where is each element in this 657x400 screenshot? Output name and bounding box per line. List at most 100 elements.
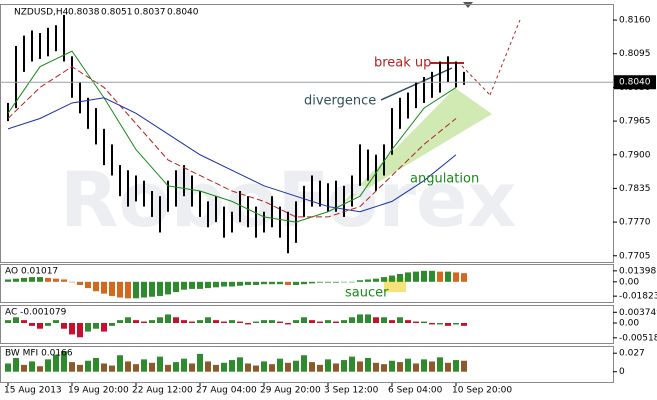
symbol: NZDUSD,H4: [14, 8, 69, 18]
histogram-bar: [141, 281, 147, 298]
x-tick-label: 3 Sep 12:00: [324, 386, 379, 396]
x-tick-label: 6 Sep 04:00: [388, 386, 443, 396]
histogram-bar: [93, 358, 99, 372]
histogram-bar: [157, 356, 163, 372]
histogram-bar: [293, 281, 299, 285]
histogram-bar: [253, 321, 259, 323]
histogram-bar: [165, 364, 171, 372]
histogram-bar: [309, 362, 315, 372]
histogram-bar: [213, 281, 219, 288]
histogram-bar: [237, 281, 243, 286]
histogram-bar: [389, 320, 395, 323]
histogram-bar: [437, 271, 443, 282]
histogram-bar: [309, 281, 315, 284]
histogram-bar: [429, 270, 435, 282]
histogram-bar: [101, 281, 107, 294]
histogram-bar: [277, 358, 283, 372]
histogram-bar: [357, 314, 363, 323]
histogram-bar: [45, 323, 51, 326]
histogram-bar: [85, 323, 91, 332]
x-tick-label: 19 Aug 20:00: [68, 386, 129, 396]
histogram-bar: [453, 323, 459, 325]
annotation: angulation: [410, 172, 479, 187]
last-price-box: [614, 75, 656, 90]
y-tick-label: -0.01823: [619, 292, 657, 302]
histogram-bar: [149, 320, 155, 323]
histogram-bar: [261, 281, 267, 285]
histogram-bar: [397, 317, 403, 323]
histogram-bar: [389, 275, 395, 282]
histogram-bar: [245, 281, 251, 285]
histogram-bar: [333, 363, 339, 372]
ohlc-value: 0.8040: [167, 8, 199, 18]
histogram-bar: [189, 363, 195, 372]
histogram-bar: [53, 278, 59, 282]
histogram-bar: [389, 360, 395, 372]
histogram-bar: [165, 314, 171, 323]
annotation: divergence: [304, 94, 376, 109]
annotation: break up: [374, 56, 431, 71]
y-tick-label: 0: [619, 367, 625, 377]
histogram-bar: [5, 363, 11, 372]
histogram-bar: [157, 317, 163, 323]
histogram-bar: [269, 281, 275, 285]
histogram-bar: [85, 360, 91, 372]
histogram-bar: [253, 365, 259, 372]
histogram-bar: [61, 279, 67, 282]
histogram-bar: [381, 317, 387, 323]
histogram-bar: [133, 320, 139, 323]
histogram-bar: [13, 358, 19, 372]
y-tick-label: 0.00: [619, 319, 639, 329]
histogram-bar: [413, 363, 419, 372]
histogram-bar: [29, 361, 35, 372]
histogram-bar: [117, 320, 123, 323]
histogram-bar: [429, 323, 435, 325]
histogram-bar: [149, 281, 155, 297]
indicator-title: AC -0.001079: [5, 308, 67, 318]
histogram-bar: [453, 360, 459, 372]
histogram-bar: [93, 281, 99, 292]
histogram-bar: [45, 277, 51, 282]
histogram-bar: [117, 355, 123, 372]
histogram-bar: [349, 317, 355, 323]
histogram-bar: [317, 281, 323, 283]
histogram-bar: [341, 281, 347, 283]
panel-frame: [0, 305, 614, 344]
angulation-zone: [340, 88, 492, 205]
histogram-bar: [301, 317, 307, 323]
x-tick-label: 22 Aug 12:00: [132, 386, 193, 396]
ohlc-value: 0.8037: [134, 8, 166, 18]
x-tick-label: 15 Aug 2013: [4, 386, 62, 396]
histogram-bar: [437, 357, 443, 372]
histogram-bar: [365, 358, 371, 372]
histogram-bar: [141, 359, 147, 372]
histogram-bar: [293, 360, 299, 372]
histogram-bar: [13, 278, 19, 282]
histogram-bar: [213, 320, 219, 323]
histogram-bar: [365, 279, 371, 282]
histogram-bar: [333, 281, 339, 283]
histogram-bar: [253, 281, 259, 285]
histogram-bar: [93, 323, 99, 329]
histogram-bar: [69, 281, 75, 283]
histogram-bar: [189, 281, 195, 289]
histogram-bar: [205, 281, 211, 289]
y-tick-label: 0.003749: [619, 308, 657, 318]
histogram-bar: [205, 361, 211, 372]
panel-frame: [0, 264, 614, 303]
moving-average: [7, 50, 457, 223]
histogram-bar: [461, 323, 467, 326]
histogram-bar: [21, 320, 27, 323]
histogram-bar: [13, 317, 19, 323]
histogram-bar: [181, 358, 187, 372]
histogram-bar: [445, 323, 451, 326]
histogram-bar: [245, 323, 251, 325]
histogram-bar: [173, 362, 179, 372]
histogram-bar: [125, 361, 131, 372]
histogram-bar: [461, 360, 467, 372]
histogram-bar: [301, 355, 307, 372]
annotation: saucer: [345, 286, 389, 301]
histogram-bar: [373, 362, 379, 372]
histogram-bar: [397, 362, 403, 372]
